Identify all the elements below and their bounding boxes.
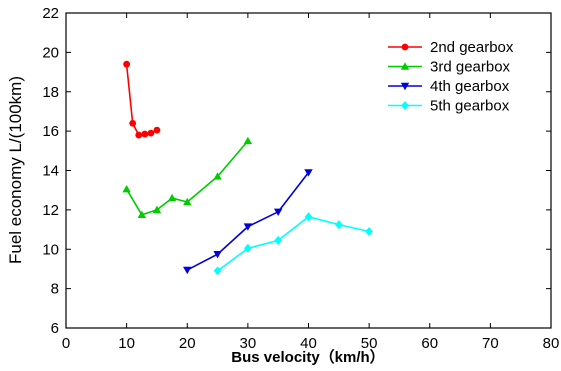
data-point: [152, 205, 162, 214]
series-2: [122, 136, 253, 218]
x-tick-label: 70: [482, 335, 499, 352]
x-tick-label: 50: [361, 335, 378, 352]
data-point: [167, 193, 177, 202]
data-point: [304, 212, 313, 222]
data-point: [123, 60, 131, 68]
y-tick-label: 22: [42, 5, 59, 22]
y-tick-label: 18: [42, 84, 59, 101]
x-tick-label: 60: [421, 335, 438, 352]
legend-item: 5th gearbox: [388, 98, 510, 115]
series-1: [123, 60, 161, 139]
y-axis-title: Fuel economy L/(100km): [6, 76, 25, 264]
x-tick-label: 10: [118, 335, 135, 352]
series-line: [217, 215, 370, 272]
x-tick-label: 80: [543, 335, 560, 352]
legend-label: 4th gearbox: [430, 78, 510, 95]
legend-marker: [400, 62, 410, 70]
y-tick-label: 20: [42, 44, 59, 61]
data-point: [122, 185, 131, 193]
data-point: [183, 197, 192, 206]
data-point: [335, 220, 343, 230]
data-point: [129, 119, 137, 127]
data-point: [183, 266, 192, 275]
x-tick-label: 40: [300, 335, 317, 352]
data-point: [137, 210, 146, 218]
y-tick-label: 6: [51, 320, 59, 337]
legend-label: 3rd gearbox: [430, 59, 511, 76]
legend-label: 2nd gearbox: [430, 39, 514, 56]
x-tick-label: 20: [179, 335, 196, 352]
y-tick-label: 16: [42, 123, 59, 140]
data-point: [213, 172, 222, 180]
data-point: [153, 126, 161, 134]
data-point: [147, 129, 155, 137]
data-point: [135, 131, 143, 139]
legend-marker: [401, 43, 409, 51]
data-point: [274, 235, 282, 245]
legend-marker: [401, 101, 409, 110]
data-point: [213, 266, 222, 276]
series-3: [183, 169, 313, 275]
legend-label: 5th gearbox: [430, 98, 510, 115]
data-point: [365, 227, 373, 237]
legend-item: 3rd gearbox: [388, 59, 511, 76]
y-tick-label: 10: [42, 241, 59, 258]
data-point: [304, 169, 313, 177]
y-tick-label: 8: [51, 281, 59, 298]
x-tick-label: 30: [240, 335, 257, 352]
legend-marker: [400, 82, 410, 91]
data-point: [243, 223, 253, 231]
legend-item: 4th gearbox: [388, 78, 510, 95]
y-tick-label: 14: [42, 163, 59, 180]
series-4: [213, 212, 373, 276]
data-point: [243, 136, 253, 145]
data-point: [213, 250, 222, 259]
legend-item: 2nd gearbox: [388, 39, 514, 56]
y-tick-label: 12: [42, 202, 59, 219]
data-point: [244, 243, 252, 253]
x-axis-title: Bus velocity（km/h）: [231, 348, 384, 366]
data-point: [141, 130, 149, 138]
x-tick-label: 0: [62, 335, 70, 352]
data-point: [273, 208, 283, 217]
